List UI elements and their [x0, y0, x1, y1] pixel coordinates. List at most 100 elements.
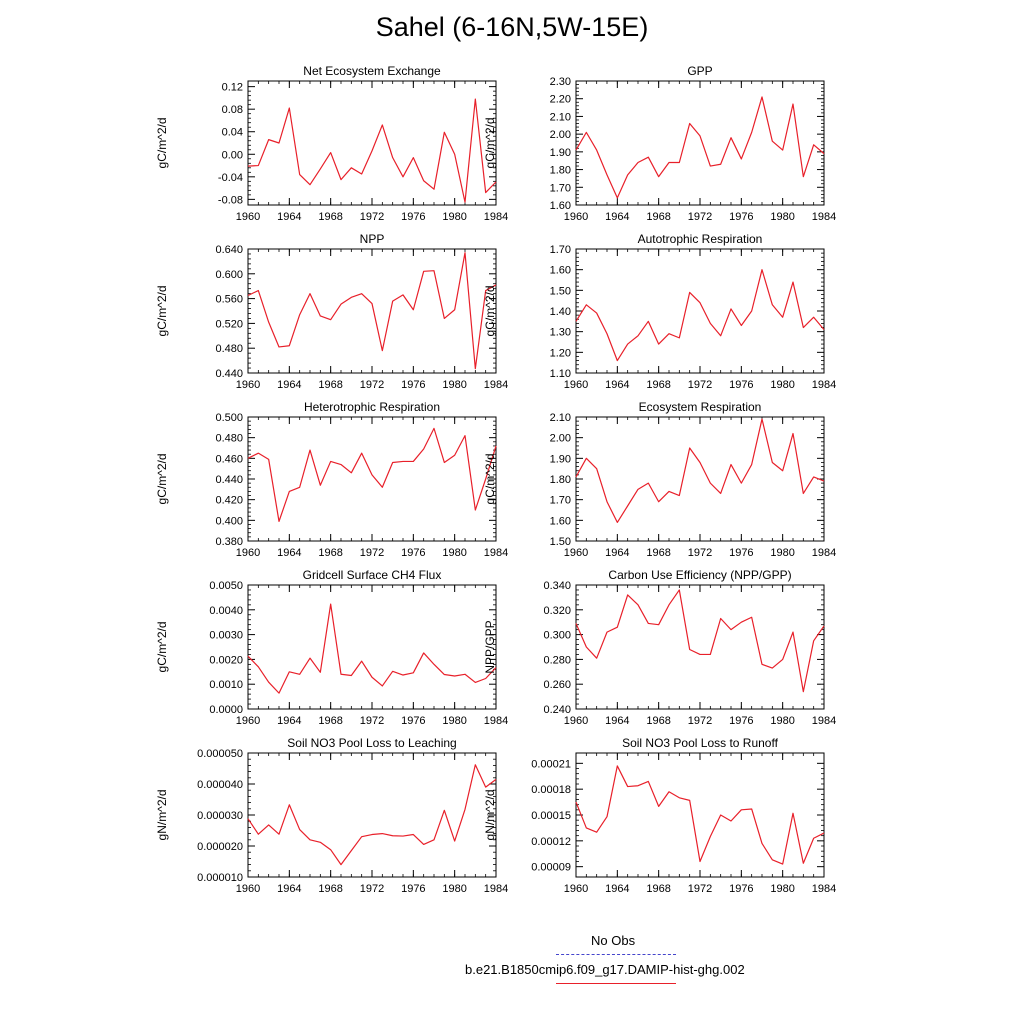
chart-title: Soil NO3 Pool Loss to Leaching	[287, 736, 456, 750]
x-tick-label: 1964	[605, 547, 629, 559]
y-tick-label: 2.20	[550, 94, 571, 106]
x-tick-label: 1960	[564, 547, 588, 559]
x-tick-label: 1980	[770, 883, 794, 895]
y-tick-label: 0.12	[222, 82, 243, 94]
y-axis-label: NPP/GPP	[483, 620, 497, 673]
series-line	[247, 98, 497, 203]
y-axis-label: gC/m^2/d	[155, 286, 169, 337]
y-tick-label: 0.00015	[531, 810, 571, 822]
y-tick-label: 0.0050	[209, 580, 243, 592]
chart-npp: NPP gC/m^2/d 1960 1964 1968 1972 1976 1980 1984 0…	[155, 232, 508, 391]
x-tick-label: 1976	[729, 883, 753, 895]
y-tick-label: 2.00	[550, 433, 571, 445]
chart-panel-carbon-use-efficiency-npp-gpp: Carbon Use Efficiency (NPP/GPP) NPP/GPP 19…	[481, 563, 838, 739]
x-tick-label: 1968	[646, 715, 670, 727]
x-tick-label: 1972	[360, 211, 384, 223]
plot-frame	[247, 80, 497, 206]
y-tick-label: 1.50	[550, 536, 571, 548]
y-tick-label: 0.000010	[197, 872, 243, 884]
y-tick-label: 2.00	[550, 129, 571, 141]
x-tick-label: 1968	[318, 547, 342, 559]
x-tick-label: 1960	[236, 379, 260, 391]
chart-panel-heterotrophic-respiration: Heterotrophic Respiration gC/m^2/d 1960 196…	[153, 395, 510, 571]
x-tick-label: 1972	[688, 379, 712, 391]
x-tick-label: 1968	[318, 211, 342, 223]
x-tick-label: 1972	[360, 883, 384, 895]
y-tick-label: 2.10	[550, 111, 571, 123]
y-tick-label: 1.70	[550, 244, 571, 256]
x-tick-label: 1968	[318, 379, 342, 391]
chart-ecosystem-respiration: Ecosystem Respiration gC/m^2/d 1960 1964 196…	[483, 400, 836, 559]
x-tick-label: 1964	[277, 379, 301, 391]
y-tick-label: 0.520	[215, 318, 243, 330]
y-tick-label: 0.280	[543, 654, 571, 666]
chart-panel-ecosystem-respiration: Ecosystem Respiration gC/m^2/d 1960 1964 196…	[481, 395, 838, 571]
x-tick-label: 1972	[360, 547, 384, 559]
y-tick-label: 0.440	[215, 368, 243, 380]
x-tick-label: 1984	[484, 715, 508, 727]
y-tick-label: 0.300	[543, 630, 571, 642]
x-tick-label: 1984	[812, 547, 836, 559]
chart-title: Net Ecosystem Exchange	[303, 64, 441, 78]
x-tick-label: 1968	[646, 211, 670, 223]
x-tick-label: 1984	[812, 715, 836, 727]
series-line	[575, 765, 825, 865]
x-tick-label: 1968	[646, 547, 670, 559]
x-tick-label: 1976	[729, 547, 753, 559]
y-tick-label: 0.0000	[209, 704, 243, 716]
chart-title: Gridcell Surface CH4 Flux	[303, 568, 442, 582]
x-tick-label: 1972	[688, 211, 712, 223]
y-tick-label: 0.00018	[531, 784, 571, 796]
x-tick-label: 1984	[812, 883, 836, 895]
y-axis-label: gN/m^2/d	[155, 790, 169, 841]
chart-panel-soil-no3-pool-loss-to-runoff: Soil NO3 Pool Loss to Runoff gN/m^2/d 1960…	[481, 731, 838, 907]
y-tick-label: 0.000030	[197, 810, 243, 822]
y-tick-label: 1.80	[550, 165, 571, 177]
plot-frame	[575, 80, 825, 206]
legend-line-model-run	[556, 983, 676, 984]
x-tick-label: 1980	[770, 379, 794, 391]
plot-frame	[247, 248, 497, 374]
x-tick-label: 1968	[646, 883, 670, 895]
y-tick-label: 0.480	[215, 433, 243, 445]
series-line	[247, 252, 497, 370]
x-tick-label: 1964	[277, 547, 301, 559]
y-tick-label: 1.40	[550, 306, 571, 318]
chart-title: NPP	[360, 232, 385, 246]
chart-panel-soil-no3-pool-loss-to-leaching: Soil NO3 Pool Loss to Leaching gN/m^2/d 19…	[153, 731, 510, 907]
x-tick-label: 1980	[442, 547, 466, 559]
x-tick-label: 1960	[236, 211, 260, 223]
y-tick-label: 0.380	[215, 536, 243, 548]
chart-title: GPP	[687, 64, 712, 78]
x-tick-label: 1960	[236, 883, 260, 895]
y-tick-label: -0.04	[218, 172, 243, 184]
y-tick-label: 0.480	[215, 343, 243, 355]
y-tick-label: 0.320	[543, 605, 571, 617]
chart-panel-npp: NPP gC/m^2/d 1960 1964 1968 1972 1976 1980 1984 0…	[153, 227, 510, 403]
x-tick-label: 1964	[605, 379, 629, 391]
series-line	[247, 603, 497, 694]
chart-gridcell-surface-ch4-flux: Gridcell Surface CH4 Flux gC/m^2/d 1960 196…	[155, 568, 508, 727]
x-tick-label: 1964	[277, 883, 301, 895]
x-tick-label: 1960	[564, 211, 588, 223]
plot-frame	[247, 584, 497, 710]
y-axis-label: gC/m^2/d	[483, 286, 497, 337]
chart-soil-no3-pool-loss-to-leaching: Soil NO3 Pool Loss to Leaching gN/m^2/d 19…	[155, 736, 508, 895]
x-tick-label: 1968	[318, 883, 342, 895]
y-axis-label: gC/m^2/d	[155, 454, 169, 505]
y-tick-label: 1.60	[550, 515, 571, 527]
x-tick-label: 1964	[605, 211, 629, 223]
x-tick-label: 1984	[484, 211, 508, 223]
x-tick-label: 1976	[729, 715, 753, 727]
y-tick-label: 0.0020	[209, 654, 243, 666]
series-line	[575, 96, 825, 199]
y-tick-label: 0.0040	[209, 605, 243, 617]
y-tick-label: 0.240	[543, 704, 571, 716]
x-tick-label: 1980	[442, 715, 466, 727]
y-tick-label: 0.500	[215, 412, 243, 424]
y-tick-label: 0.420	[215, 495, 243, 507]
chart-title: Soil NO3 Pool Loss to Runoff	[622, 736, 779, 750]
chart-carbon-use-efficiency-npp-gpp: Carbon Use Efficiency (NPP/GPP) NPP/GPP 19…	[483, 568, 836, 727]
y-tick-label: 1.90	[550, 453, 571, 465]
y-tick-label: -0.08	[218, 194, 243, 206]
